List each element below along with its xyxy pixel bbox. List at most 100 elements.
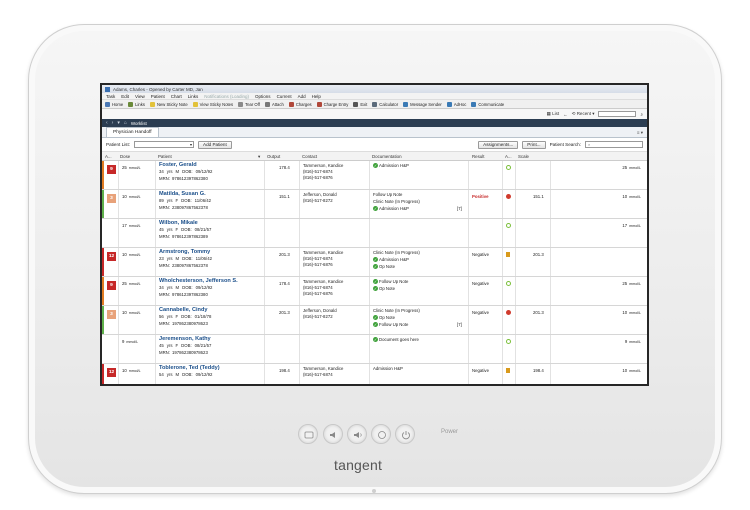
menu-item[interactable]: View	[135, 93, 145, 99]
documentation-label: Admission H&P	[379, 257, 409, 262]
mrn-value: 978612397862389	[171, 234, 208, 239]
toolbar-button[interactable]: Attach	[264, 101, 284, 107]
documentation-item[interactable]: Follow Up Note	[373, 192, 402, 198]
menu-item[interactable]: Task	[106, 93, 116, 99]
demo-dob: 09/12/92	[195, 169, 213, 174]
table-row[interactable]: 17 mmol/L Wilbon, Mikale 45 yrs F DOB: 08/21/57…	[102, 219, 647, 248]
menu-item[interactable]: Chart	[170, 93, 182, 99]
patient-name[interactable]: Jeremenson, Kathy	[159, 336, 211, 342]
table-row[interactable]: 9 25 mmol/L Wholchesterson, Jefferson S. 34 y…	[102, 277, 647, 306]
patient-search-input[interactable]: ⌕	[585, 141, 643, 148]
patient-name[interactable]: Foster, Gerald	[159, 162, 197, 168]
patient-name[interactable]: Cannabelle, Cindy	[159, 307, 208, 313]
toolbar-button[interactable]: Message Sender	[403, 101, 442, 107]
menu-bar: Task Edit View Patient Chart Links Notificatio…	[102, 93, 647, 100]
column-divider	[369, 364, 370, 384]
search-icon[interactable]: ⌕	[640, 111, 643, 117]
menu-item[interactable]: Help	[311, 93, 321, 99]
toolbar-button[interactable]: Exit	[353, 101, 367, 107]
global-search-input[interactable]	[598, 111, 637, 117]
patient-name[interactable]: Armstrong, Tommy	[159, 249, 211, 255]
toolbar-button[interactable]: View Sticky Notes	[192, 101, 233, 107]
documentation-item[interactable]: Admission H&P	[373, 366, 403, 372]
documentation-label: Admission H&P	[379, 163, 409, 168]
hw-button-4[interactable]	[371, 424, 391, 444]
table-row[interactable]: 12 10 mmol/L Toblerone, Ted (Teddy) 54 yrs M DO…	[102, 364, 647, 384]
print-button[interactable]: Print...	[522, 140, 546, 149]
patient-name[interactable]: Toblerone, Ted (Teddy)	[159, 365, 220, 371]
home-icon[interactable]: ⌂	[123, 120, 127, 126]
menu-item[interactable]: Add	[297, 93, 306, 99]
assignments-button[interactable]: Assignments...	[478, 140, 519, 149]
menu-item[interactable]: Options	[255, 93, 271, 99]
patient-name[interactable]: Matilda, Susan G.	[159, 191, 206, 197]
column-divider	[299, 277, 300, 305]
column-header[interactable]: A...	[505, 154, 512, 159]
back-arrow-icon[interactable]: ‹	[106, 120, 108, 126]
documentation-item[interactable]: Clinic Note (In Progress)	[373, 199, 420, 205]
table-row[interactable]: 9 25 mmol/L Foster, Gerald 34 yrs M DOB: 09/12/9…	[102, 161, 647, 190]
toolbar-button[interactable]: Calculator	[372, 101, 398, 107]
tab-physician-handoff[interactable]: Physician Handoff	[106, 127, 159, 137]
documentation-item[interactable]: ✓ Op Note	[373, 286, 395, 292]
menu-item[interactable]: Current	[276, 93, 292, 99]
demo-dob-label: DOB:	[181, 227, 192, 232]
breadcrumb-worklist[interactable]: Worklist	[130, 120, 147, 126]
documentation-item[interactable]: Clinic Note (In Progress)	[373, 308, 420, 314]
add-patient-button[interactable]: Add Patient	[198, 140, 232, 149]
column-header[interactable]: Output	[267, 154, 281, 159]
documentation-label: Follow Up Note	[379, 322, 409, 327]
toolbar-button[interactable]: New Sticky Note	[149, 101, 188, 107]
documentation-item[interactable]: ✓ Document goes here	[373, 337, 419, 343]
dropdown-icon[interactable]: ▾	[117, 120, 120, 126]
menu-item[interactable]: Links	[187, 93, 199, 99]
column-header[interactable]: Result	[472, 154, 485, 159]
hw-button-2[interactable]	[323, 424, 343, 444]
table-row[interactable]: 3 10 mmol/L Cannabelle, Cindy 56 yrs F DOB: 01/1…	[102, 306, 647, 335]
forward-arrow-icon[interactable]: ›	[111, 120, 114, 126]
patient-name[interactable]: Wholchesterson, Jefferson S.	[159, 278, 238, 284]
documentation-item[interactable]: ✓ Admission H&P	[373, 163, 409, 169]
column-header[interactable]: Patient	[158, 154, 172, 159]
toolbar-icon	[264, 101, 270, 107]
toolbar-button[interactable]: Communicate	[471, 101, 504, 107]
table-row[interactable]: 9 mmol/L Jeremenson, Kathy 45 yrs F DOB: 08/21/…	[102, 335, 647, 364]
menu-item[interactable]: Notifications (Loading)	[204, 93, 250, 99]
toolbar-button[interactable]: Links	[128, 101, 145, 107]
column-divider	[118, 335, 119, 363]
sort-chevron-icon[interactable]: ▾	[258, 154, 261, 159]
patient-name[interactable]: Wilbon, Mikale	[159, 220, 198, 226]
dose-value: 9 mmol/L	[122, 339, 138, 345]
toolbar-button[interactable]: Tear Off	[238, 101, 260, 107]
menu-item[interactable]: Patient	[150, 93, 165, 99]
mrn-label: MRN:	[159, 350, 170, 355]
patient-list-select[interactable]: ▾	[134, 141, 195, 148]
toolbar-button[interactable]: Home	[105, 101, 123, 107]
column-header[interactable]: Contact	[302, 154, 318, 159]
toolbar-button[interactable]: Charge Entry	[316, 101, 348, 107]
toolbar-button[interactable]: Charges	[288, 101, 312, 107]
recent-button[interactable]: ⟲ Recent ▾	[571, 111, 595, 116]
table-row[interactable]: 3 10 mmol/L Matilda, Susan G. 89 yrs F DOB: 11/0…	[102, 190, 647, 219]
menu-item[interactable]: Edit	[121, 93, 130, 99]
hw-button-3[interactable]	[347, 424, 367, 444]
toolbar-button[interactable]: AdHoc	[446, 101, 466, 107]
table-row[interactable]: 12 10 mmol/L Armstrong, Tommy 23 yrs M DOB: 11/0…	[102, 248, 647, 277]
documentation-item[interactable]: ✓ Op Note	[373, 264, 395, 270]
list-button[interactable]: ▦ List	[546, 111, 560, 116]
documentation-item[interactable]: ✓ Op Note	[373, 315, 395, 321]
column-header[interactable]: Dose	[120, 154, 131, 159]
hw-button-1[interactable]	[298, 424, 318, 444]
documentation-item[interactable]: ✓ Admission H&P	[373, 257, 409, 263]
documentation-item[interactable]: ✓ Admission H&P	[373, 206, 409, 212]
power-button[interactable]	[395, 424, 415, 444]
column-header[interactable]: Documentation	[372, 154, 402, 159]
documentation-item[interactable]: Clinic Note (In Progress)	[373, 250, 420, 256]
documentation-item[interactable]: ✓ Follow Up Note	[373, 279, 408, 285]
back-icon[interactable]: ←	[563, 111, 568, 117]
documentation-item[interactable]: ✓ Follow Up Note	[373, 322, 408, 328]
tab-menu-icon[interactable]: ≡ ▾	[636, 130, 643, 135]
right-value: 9 mmol/L	[625, 339, 641, 345]
column-header[interactable]: A...	[105, 154, 112, 159]
column-header[interactable]: Scale	[518, 154, 529, 159]
